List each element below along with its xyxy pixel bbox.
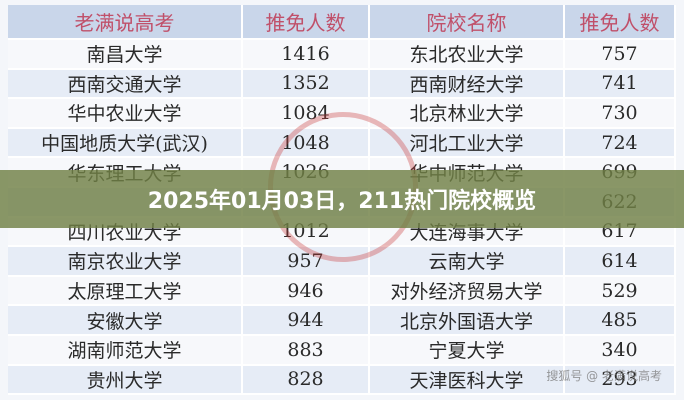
table-cell: 贵州大学	[8, 365, 243, 396]
table-cell: 293	[565, 365, 676, 396]
table-cell: 944	[243, 306, 370, 336]
table-cell: 485	[565, 306, 676, 336]
table-cell: 安徽大学	[8, 306, 243, 336]
table-cell: 天津医科大学	[370, 365, 565, 396]
table-cell: 太原理工大学	[8, 276, 243, 307]
table-cell: 宁夏大学	[370, 336, 565, 366]
table-cell: 741	[565, 69, 676, 100]
table-cell: 西南交通大学	[8, 69, 243, 100]
header-cell: 院校名称	[370, 5, 565, 40]
table-cell: 云南大学	[370, 247, 565, 277]
table-cell: 757	[565, 40, 676, 70]
header-cell: 推免人数	[565, 5, 676, 40]
table-cell: 河北工业大学	[370, 128, 565, 159]
table-cell: 西南财经大学	[370, 69, 565, 100]
table-cell: 730	[565, 99, 676, 129]
table-cell: 南京农业大学	[8, 247, 243, 277]
header-cell: 老满说高考	[8, 5, 243, 40]
table-cell: 湖南师范大学	[8, 336, 243, 366]
table-cell: 828	[243, 365, 370, 396]
table-cell: 北京林业大学	[370, 99, 565, 129]
banner-title: 2025年01月03日，211热门院校概览	[0, 170, 684, 228]
table-cell: 中国地质大学(武汉)	[8, 128, 243, 159]
table-cell: 1048	[243, 128, 370, 159]
table-cell: 1416	[243, 40, 370, 70]
header-cell: 推免人数	[243, 5, 370, 40]
table-cell: 对外经济贸易大学	[370, 276, 565, 307]
table-cell: 华中农业大学	[8, 99, 243, 129]
table-cell: 614	[565, 247, 676, 277]
table-cell: 724	[565, 128, 676, 159]
table-cell: 957	[243, 247, 370, 277]
table-cell: 1084	[243, 99, 370, 129]
watermark: 搜狐号 @ 老满说高考	[546, 369, 662, 383]
table-cell: 883	[243, 336, 370, 366]
table-cell: 北京外国语大学	[370, 306, 565, 336]
table-cell: 529	[565, 276, 676, 307]
table-cell: 946	[243, 276, 370, 307]
table-cell: 东北农业大学	[370, 40, 565, 70]
table-cell: 340	[565, 336, 676, 366]
table-cell: 1352	[243, 69, 370, 100]
table-cell: 南昌大学	[8, 40, 243, 70]
